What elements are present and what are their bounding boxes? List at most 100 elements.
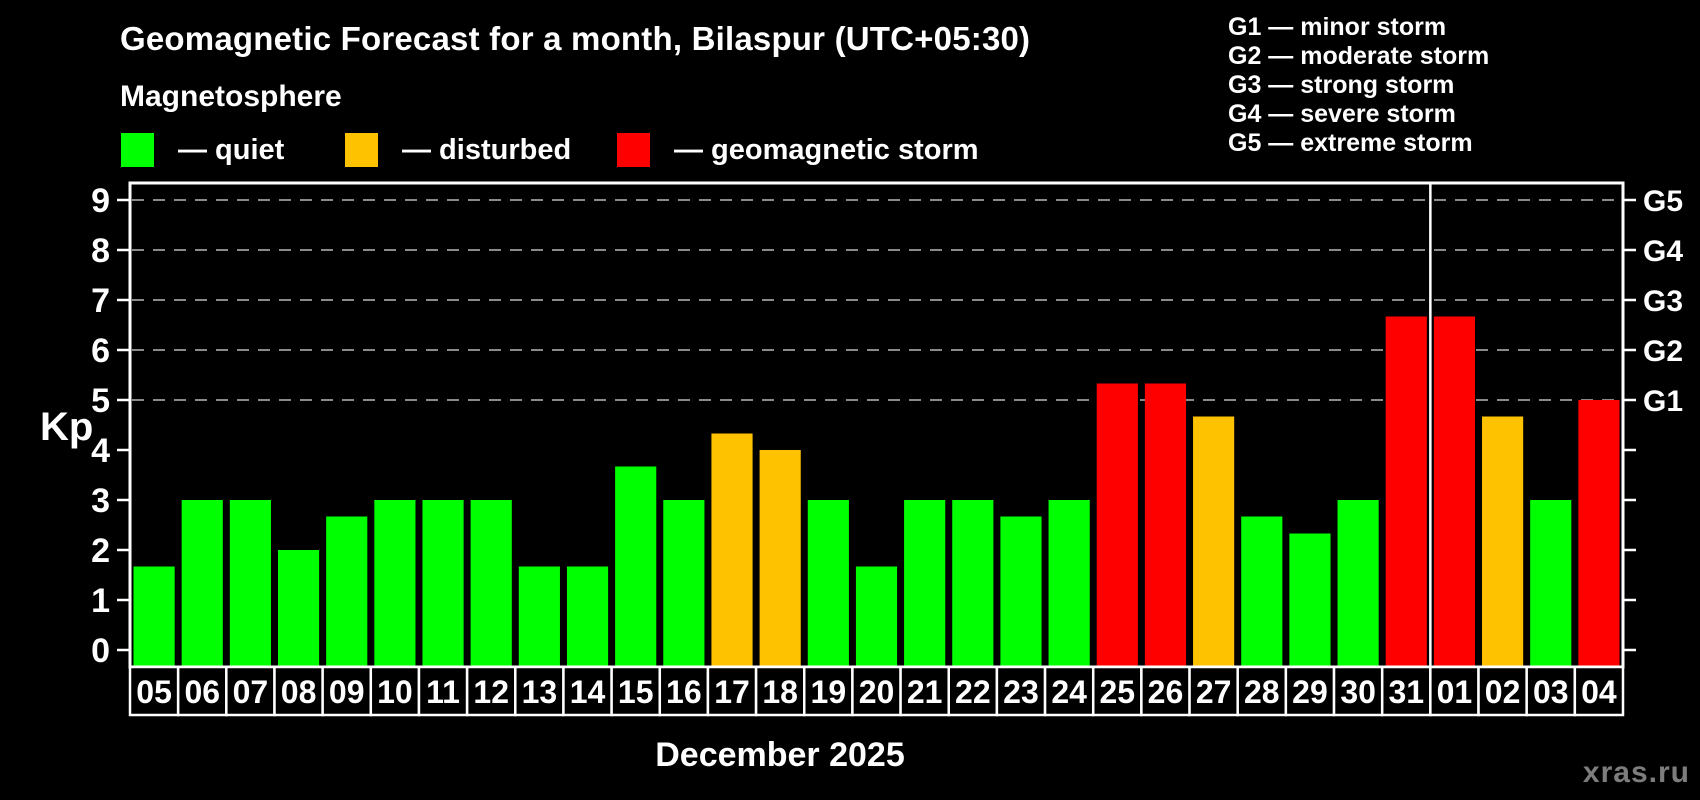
kp-bar-29 bbox=[1289, 533, 1331, 667]
x-tick-label-26: 26 bbox=[1148, 674, 1184, 710]
x-label-box-31 bbox=[1380, 665, 1432, 717]
x-tick-label-02: 02 bbox=[1485, 674, 1521, 710]
x-label-box-22 bbox=[947, 665, 999, 717]
x-label-box-30 bbox=[1332, 665, 1384, 717]
y-tick-label-1: 1 bbox=[91, 582, 110, 620]
kp-bar-02 bbox=[1482, 416, 1524, 667]
kp-bar-24 bbox=[1048, 500, 1090, 667]
kp-bar-26 bbox=[1144, 383, 1187, 667]
x-tick-label-13: 13 bbox=[522, 674, 558, 710]
x-tick-label-19: 19 bbox=[811, 674, 847, 710]
legend-storm-label: — geomagnetic storm bbox=[674, 133, 979, 166]
right-axis-label-g2: G2 bbox=[1643, 335, 1683, 368]
kp-bar-30 bbox=[1337, 500, 1379, 667]
g2-legend-line: G2 — moderate storm bbox=[1228, 42, 1490, 70]
kp-bar-06 bbox=[181, 500, 223, 667]
y-axis-title: Kp bbox=[40, 405, 94, 449]
x-label-box-14 bbox=[562, 665, 613, 717]
disturbed-color-swatch bbox=[345, 133, 378, 167]
legend-item-quiet: — quiet bbox=[121, 133, 284, 167]
magnetosphere-label: Magnetosphere bbox=[120, 80, 342, 113]
kp-bar-20 bbox=[855, 566, 898, 667]
x-label-box-18 bbox=[754, 665, 806, 717]
x-tick-label-25: 25 bbox=[1100, 674, 1136, 710]
legend-item-disturbed: — disturbed bbox=[345, 133, 571, 167]
x-tick-label-20: 20 bbox=[859, 674, 895, 710]
g4-legend-line: G4 — severe storm bbox=[1228, 100, 1456, 128]
x-label-box-17 bbox=[706, 665, 758, 717]
x-label-box-26 bbox=[1140, 665, 1191, 717]
x-label-box-21 bbox=[899, 665, 950, 717]
kp-bar-13 bbox=[518, 566, 560, 667]
x-label-box-04 bbox=[1573, 665, 1625, 717]
kp-bar-25 bbox=[1096, 383, 1138, 667]
kp-bar-27 bbox=[1193, 416, 1235, 667]
y-tick-label-9: 9 bbox=[91, 182, 110, 220]
x-tick-label-30: 30 bbox=[1340, 674, 1376, 710]
x-tick-label-03: 03 bbox=[1533, 674, 1569, 710]
watermark: xras.ru bbox=[1582, 756, 1690, 789]
kp-bar-21 bbox=[904, 500, 946, 667]
x-tick-label-15: 15 bbox=[618, 674, 654, 710]
quiet-color-swatch bbox=[121, 133, 154, 167]
kp-bar-01 bbox=[1433, 316, 1476, 667]
x-tick-label-04: 04 bbox=[1581, 674, 1617, 710]
x-tick-label-01: 01 bbox=[1437, 674, 1473, 710]
y-tick-label-7: 7 bbox=[91, 282, 110, 320]
kp-bar-07 bbox=[229, 500, 271, 667]
kp-bar-19 bbox=[807, 500, 849, 667]
y-tick-label-6: 6 bbox=[91, 332, 110, 370]
kp-bar-10 bbox=[374, 500, 416, 667]
x-label-box-02 bbox=[1477, 665, 1528, 717]
x-tick-label-12: 12 bbox=[473, 674, 509, 710]
x-tick-label-17: 17 bbox=[714, 674, 750, 710]
x-tick-label-09: 09 bbox=[329, 674, 365, 710]
x-axis-title: December 2025 bbox=[655, 736, 905, 774]
kp-bar-11 bbox=[422, 500, 464, 667]
kp-bar-09 bbox=[326, 516, 368, 667]
x-label-box-01 bbox=[1429, 665, 1480, 717]
x-tick-label-27: 27 bbox=[1196, 674, 1232, 710]
kp-bar-03 bbox=[1530, 500, 1572, 667]
g3-legend-line: G3 — strong storm bbox=[1228, 71, 1455, 99]
kp-bar-15 bbox=[615, 466, 657, 667]
kp-bar-05 bbox=[133, 566, 175, 667]
x-label-box-05 bbox=[128, 665, 180, 717]
y-tick-label-2: 2 bbox=[91, 532, 110, 570]
right-axis-label-g3: G3 bbox=[1643, 285, 1683, 318]
x-tick-label-10: 10 bbox=[377, 674, 413, 710]
x-tick-label-16: 16 bbox=[666, 674, 702, 710]
y-tick-label-5: 5 bbox=[91, 382, 110, 420]
x-label-box-11 bbox=[417, 665, 469, 717]
x-tick-label-22: 22 bbox=[955, 674, 991, 710]
x-tick-label-31: 31 bbox=[1388, 674, 1424, 710]
x-label-box-27 bbox=[1188, 665, 1239, 717]
storm-color-swatch bbox=[617, 133, 650, 167]
kp-bar-17 bbox=[711, 433, 753, 667]
page-title: Geomagnetic Forecast for a month, Bilasp… bbox=[120, 20, 1031, 57]
y-tick-label-3: 3 bbox=[91, 482, 110, 520]
x-tick-label-06: 06 bbox=[184, 674, 220, 710]
legend-quiet-label: — quiet bbox=[178, 133, 285, 166]
kp-bar-14 bbox=[566, 566, 609, 667]
x-tick-label-18: 18 bbox=[762, 674, 798, 710]
x-tick-label-24: 24 bbox=[1051, 674, 1087, 710]
y-tick-label-4: 4 bbox=[91, 432, 110, 470]
x-tick-label-21: 21 bbox=[907, 674, 943, 710]
kp-bar-16 bbox=[663, 500, 705, 667]
right-axis-label-g5: G5 bbox=[1643, 185, 1683, 218]
kp-bar-22 bbox=[952, 500, 994, 667]
right-axis-label-g4: G4 bbox=[1643, 235, 1683, 268]
x-tick-label-08: 08 bbox=[281, 674, 317, 710]
x-tick-label-14: 14 bbox=[570, 674, 606, 710]
kp-bar-31 bbox=[1385, 316, 1427, 667]
g5-legend-line: G5 — extreme storm bbox=[1228, 129, 1473, 157]
storm-scale-legend: G1 — minor storm G2 — moderate storm G3 … bbox=[1228, 13, 1489, 158]
kp-bar-12 bbox=[470, 500, 512, 667]
x-tick-label-05: 05 bbox=[136, 674, 172, 710]
legend-disturbed-label: — disturbed bbox=[402, 133, 572, 166]
kp-bar-28 bbox=[1241, 516, 1283, 667]
y-tick-label-0: 0 bbox=[91, 632, 110, 670]
